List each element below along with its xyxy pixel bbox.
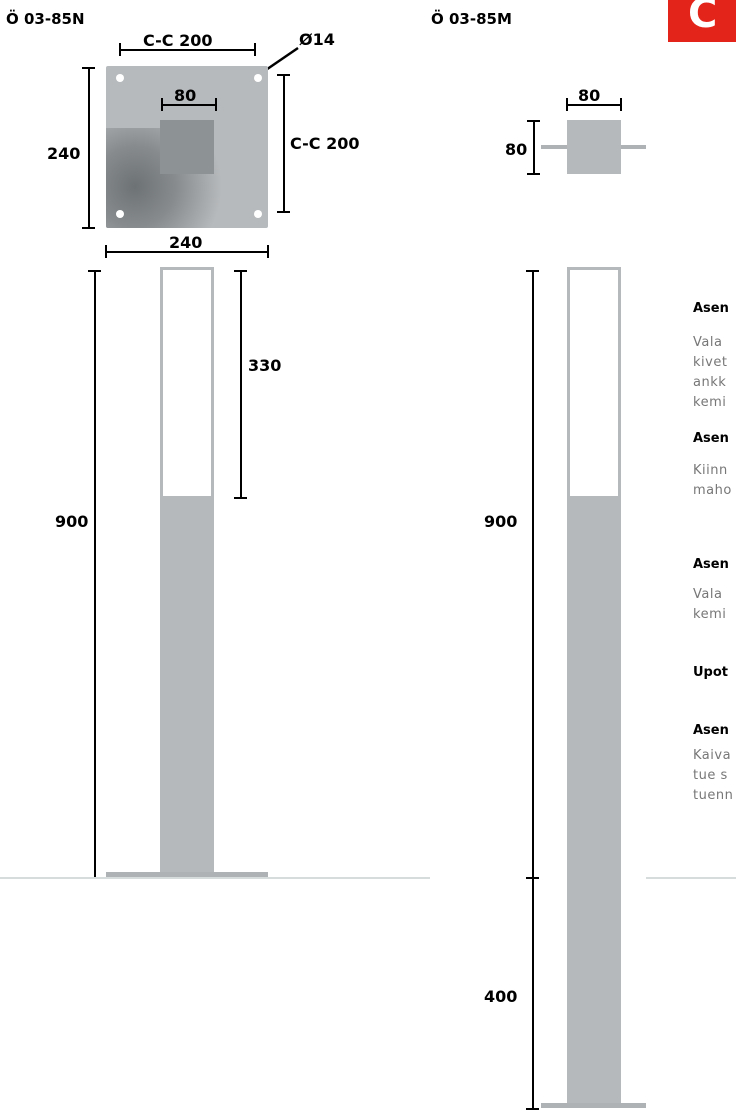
brand-logo: C — [668, 0, 736, 42]
dim-tick — [566, 98, 568, 111]
dim-post-height-right: 900 — [484, 512, 518, 531]
bolt-hole — [254, 210, 262, 218]
base-plate — [106, 66, 268, 228]
install-text-3: Vala kemi — [693, 587, 727, 622]
dim-line — [94, 270, 96, 878]
post-upper-open-right — [567, 267, 621, 499]
bolt-hole — [254, 74, 262, 82]
dim-tick — [526, 1108, 539, 1110]
dim-post-top-length: 330 — [248, 356, 282, 375]
install-heading-2: Asen — [693, 431, 729, 446]
dim-line — [88, 67, 90, 228]
dim-line — [533, 120, 535, 174]
post-section-square-right — [567, 120, 621, 174]
install-heading-5: Asen — [693, 723, 729, 738]
dim-tick — [234, 270, 247, 272]
dim-tick — [161, 98, 163, 111]
dim-tick — [526, 270, 539, 272]
dim-hole-diameter: Ø14 — [299, 30, 335, 49]
dim-tick — [267, 245, 269, 258]
dim-tick — [234, 497, 247, 499]
brand-logo-mark: C — [688, 0, 718, 37]
model-title-left: Ö 03-85N — [6, 10, 85, 28]
dim-cc-top: C-C 200 — [143, 31, 213, 50]
dim-line — [106, 251, 268, 253]
post-body — [160, 497, 214, 875]
post-section-square — [160, 120, 214, 174]
model-title-right: Ö 03-85M — [431, 10, 512, 28]
dim-line — [240, 270, 242, 498]
install-text-2: Kiinn maho — [693, 463, 732, 498]
dim-square-height-right: 80 — [505, 140, 528, 159]
dim-tick — [277, 74, 290, 76]
dim-tick — [215, 98, 217, 111]
dim-line — [162, 104, 216, 106]
ground-line-right — [646, 877, 736, 879]
dim-cc-side: C-C 200 — [290, 134, 360, 153]
dim-tick — [82, 67, 95, 69]
install-heading-3: Asen — [693, 557, 729, 572]
dim-tick — [254, 43, 256, 56]
dim-embed-depth: 400 — [484, 987, 518, 1006]
post-body-right — [567, 497, 621, 1107]
dim-line — [532, 270, 534, 877]
dim-line-cc-top — [120, 49, 255, 51]
post-foot-pin — [541, 1103, 646, 1108]
dim-tick — [119, 43, 121, 56]
dim-line — [567, 104, 621, 106]
bolt-hole — [116, 74, 124, 82]
dim-tick — [105, 245, 107, 258]
install-text-5: Kaiva tue s tuenn — [693, 748, 734, 803]
dim-tick — [527, 120, 540, 122]
dim-plate-height: 240 — [47, 144, 81, 163]
dim-tick — [277, 211, 290, 213]
dim-tick — [620, 98, 622, 111]
bolt-hole — [116, 210, 124, 218]
install-heading-4: Upot — [693, 665, 729, 680]
dim-line — [283, 74, 285, 212]
dim-plate-width: 240 — [169, 233, 203, 252]
post-upper-open — [160, 267, 214, 499]
install-text-1: Vala kivet ankk kemi — [693, 335, 728, 410]
dim-line — [532, 878, 534, 1110]
dim-square-width-right: 80 — [578, 86, 601, 105]
install-heading-1: Asen — [693, 301, 729, 316]
ground-line-left — [0, 877, 430, 879]
post-base-plate — [106, 872, 268, 877]
dim-tick — [88, 270, 101, 272]
dim-square-width-left: 80 — [174, 86, 197, 105]
dim-post-height-left: 900 — [55, 512, 89, 531]
dim-tick — [82, 227, 95, 229]
dim-tick — [527, 173, 540, 175]
